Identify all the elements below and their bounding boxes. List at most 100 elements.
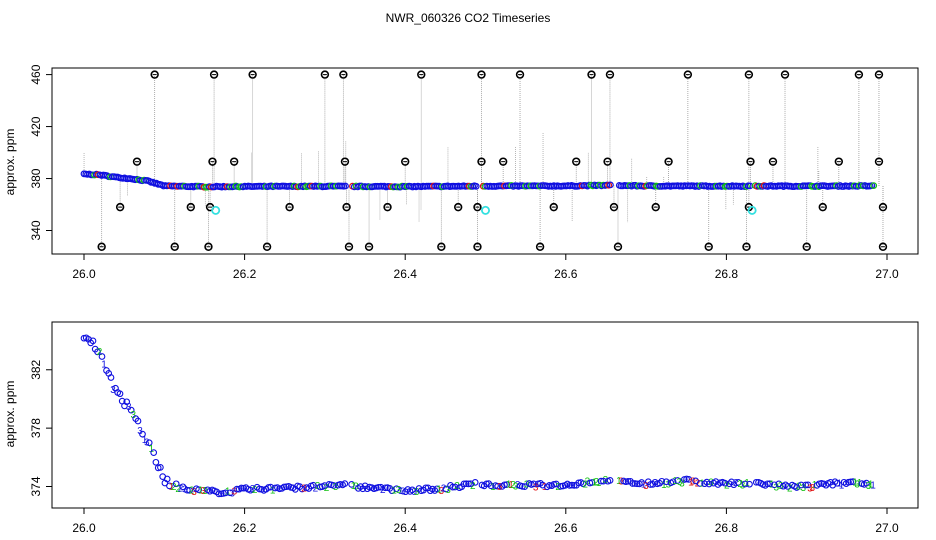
data-point	[797, 481, 805, 489]
outlier-point	[605, 70, 615, 79]
data-point	[588, 479, 596, 486]
data-point	[685, 476, 693, 483]
data-point	[863, 479, 870, 487]
data-point	[764, 480, 771, 488]
outlier-point	[572, 157, 581, 166]
data-point-label: 1	[270, 485, 276, 496]
data-point	[674, 477, 681, 484]
data-point-label: 2	[171, 482, 177, 493]
outlier-point	[854, 70, 864, 79]
data-point	[321, 482, 328, 489]
data-point-label: 3	[396, 485, 402, 496]
outlier-point	[262, 242, 272, 251]
data-point-label: 3	[445, 485, 451, 496]
data-point-label: 1	[852, 477, 858, 488]
outlier-point	[208, 157, 217, 166]
data-point-label: 1	[868, 479, 874, 490]
outlier-point	[744, 70, 754, 79]
bottom-y-axis: 374 378 382	[29, 359, 52, 497]
data-point-label: 3	[182, 485, 188, 496]
data-point-label: 2	[250, 484, 256, 495]
outlier-point	[132, 157, 142, 166]
data-point-label: 3	[144, 437, 150, 448]
data-point	[381, 484, 389, 492]
data-point	[519, 483, 526, 490]
data-point	[802, 481, 810, 489]
outlier-point	[344, 242, 354, 251]
outlier-point	[587, 70, 596, 79]
outlier-point	[515, 70, 525, 79]
data-point	[465, 480, 472, 488]
data-point	[546, 482, 553, 489]
data-point	[215, 490, 223, 498]
data-point-label: 3	[412, 487, 418, 498]
outlier-point	[229, 157, 239, 166]
outlier-point	[204, 242, 213, 251]
data-point	[467, 480, 475, 488]
data-point	[471, 479, 479, 486]
data-point-label: 2	[313, 484, 319, 495]
data-point	[784, 483, 792, 490]
bottom-x-tick-label: 26.4	[394, 521, 418, 535]
data-point-label: 1	[169, 482, 175, 493]
outlier-point	[364, 242, 374, 251]
data-point	[422, 484, 430, 492]
data-point-label: 3	[807, 484, 813, 495]
data-point-label: 1	[101, 359, 107, 370]
data-point	[280, 483, 288, 491]
data-point-label: 2	[787, 484, 793, 495]
data-point-label: 3	[229, 489, 235, 500]
data-point	[330, 482, 337, 489]
data-point-label: 3	[533, 482, 539, 493]
top-x-tick-label: 26.0	[72, 267, 96, 281]
data-point-label: 3	[679, 479, 685, 490]
data-point	[116, 390, 124, 398]
outlier-point	[768, 157, 778, 166]
outlier-point	[818, 202, 827, 212]
data-point-label: 1	[616, 476, 622, 487]
data-point	[172, 480, 180, 488]
outlier-point	[186, 202, 195, 212]
data-point-label: 1	[837, 479, 843, 490]
data-point	[501, 481, 508, 489]
data-point	[123, 398, 131, 406]
outlier-point	[340, 157, 350, 166]
data-point	[145, 439, 153, 447]
data-point	[157, 464, 164, 471]
outlier-point	[498, 157, 508, 166]
bottom-x-tick-label: 27.0	[875, 521, 899, 535]
data-point	[746, 480, 753, 488]
data-point-label: 1	[142, 435, 148, 446]
data-point	[222, 489, 229, 497]
data-point	[770, 481, 778, 489]
outlier-point	[609, 202, 619, 212]
data-point	[184, 486, 191, 494]
data-point	[629, 480, 636, 487]
data-point	[107, 374, 115, 381]
top-y-axis: 340 380 420 460	[29, 64, 52, 241]
top-x-tick-label: 26.8	[715, 267, 739, 281]
top-series	[80, 170, 878, 191]
top-outlier-points	[97, 70, 888, 251]
outlier-point	[477, 157, 486, 166]
data-point-label: 3	[854, 479, 860, 490]
outlier-point	[780, 70, 790, 79]
data-point	[341, 480, 349, 487]
outlier-point	[477, 70, 486, 79]
data-point	[127, 406, 135, 414]
data-point-label: 3	[439, 486, 445, 497]
data-point-label: 2	[594, 477, 600, 488]
outlier-point	[664, 157, 673, 166]
data-point-label: 1	[857, 478, 863, 489]
data-point	[94, 348, 101, 356]
data-point	[503, 481, 511, 488]
bottom-y-tick-label: 374	[29, 476, 43, 496]
data-point	[195, 486, 203, 494]
data-point	[833, 479, 841, 487]
data-point	[550, 480, 558, 488]
data-point	[462, 480, 470, 488]
outlier-point	[97, 242, 106, 251]
bottom-y-tick-label: 382	[29, 359, 43, 379]
